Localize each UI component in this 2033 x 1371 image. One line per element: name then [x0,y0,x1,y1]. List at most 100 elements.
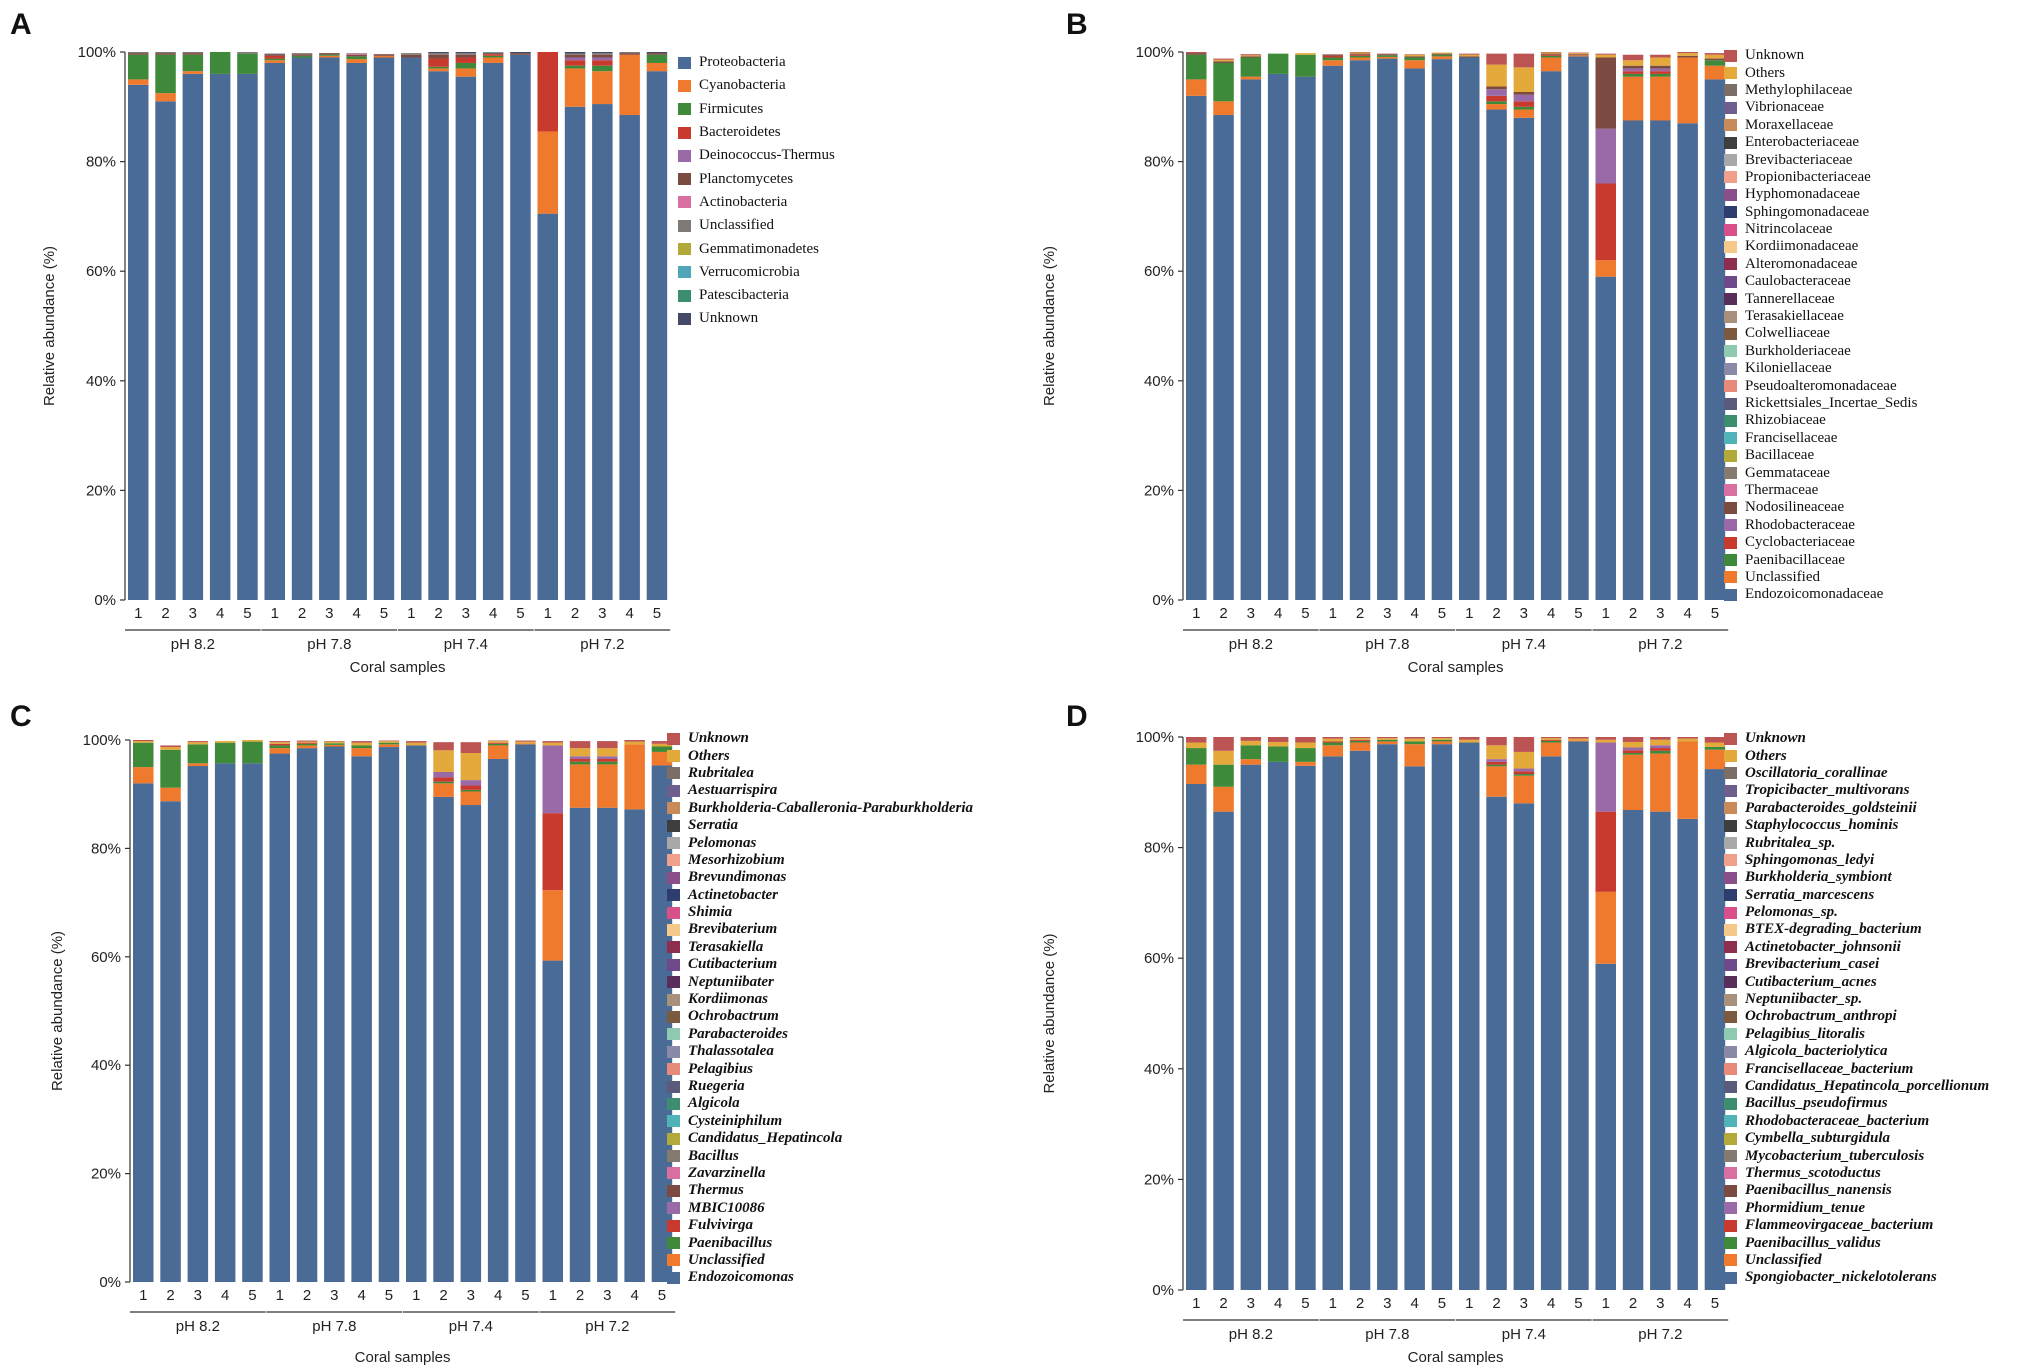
bar-segment-unknown [296,740,318,742]
legend-label: Unclassified [688,1251,765,1268]
bar-segment-unknown [1349,737,1371,739]
chart-b: 0% 20% 40% 60% 80% 100% Relative abundance (%)… [1041,44,1729,676]
legend-label: Unknown [1745,47,1805,64]
bar-segment-flammeovirgaceae-bacterium [1513,771,1535,775]
legend-label: Rhodobacteraceae [1745,516,1855,533]
legend-label: Francisellaceae_bacterium [1745,1060,1914,1077]
group-label: pH 7.8 [307,636,351,653]
x-sample-label: 1 [1192,1295,1200,1312]
bar-segment-proteobacteria [646,71,668,601]
legend-swatch [667,854,680,867]
bar-segment-paenibacillaceae [1513,106,1535,110]
legend-swatch [1724,750,1737,763]
legend-label: Vibrionaceae [1745,99,1825,116]
y-axis-title-c: Relative abundance (%) [49,931,66,1091]
bar-segment-endozoicomonas [296,748,318,1282]
bar-segment-unclassified [619,52,640,54]
group-label: pH 8.2 [1229,1326,1273,1343]
bar-segment-cyanobacteria [564,68,586,107]
bar-segment-others [1240,55,1262,57]
bar-segment-endozoicomonadaceae [1540,71,1562,601]
bar-segment-proteobacteria [401,57,422,601]
legend-item: Cutibacterium [667,956,973,973]
legend-label: Unknown [699,310,759,327]
legend-item: Brevibacteriaceae [1724,151,1917,168]
bar-segment-spongiobacter-nickelotolerans [1677,818,1698,1290]
bar-segment-others [1595,739,1616,743]
legend-label: Sphingomonadaceae [1745,203,1870,220]
legend-item: Verrucomicrobia [678,261,835,284]
x-sample-label: 5 [248,1287,256,1304]
bar-segment-nodosilineaceae [1704,58,1726,61]
legend-item: Kordiimonadaceae [1724,238,1917,255]
legend-label: Mesorhizobium [688,851,785,868]
bar-segment-spongiobacter-nickelotolerans [1240,764,1262,1290]
legend-swatch [667,941,680,954]
bar-segment-firmicutes [237,53,258,74]
bar-segment-paenibacillus [460,789,482,792]
legend-label: Tropicibacter_multivorans [1745,782,1910,799]
legend-label: Hyphomonadaceae [1745,186,1860,203]
x-sample-label: 4 [625,605,633,622]
legend-swatch [1724,414,1737,427]
bar-segment-spongiobacter-nickelotolerans [1267,761,1289,1290]
bar-segment-cyclobacteriaceae [1322,55,1343,58]
legend-item: Ochrobactrum_anthropi [1724,1008,1989,1025]
bar-segment-others [1513,751,1535,769]
legend-swatch [1724,484,1737,497]
legend-swatch [667,871,680,884]
bar-segment-paenibacillus [214,742,236,764]
legend-item: Paenibacillaceae [1724,551,1917,568]
legend-swatch [1724,906,1737,919]
legend-label: Bacillaceae [1745,447,1815,464]
bar-segment-endozoicomonas [351,756,372,1282]
legend-label: Pelagibius_litoralis [1745,1025,1866,1042]
bar-segment-cyclobacteriaceae [1349,54,1371,56]
legend-item: Brevibaterium [667,921,973,938]
bar-segment-others [1486,745,1507,760]
bar-segment-others [1513,67,1535,93]
legend-label: Zavarzinella [688,1164,766,1181]
x-sample-label: 2 [1629,1295,1637,1312]
y-tick-label: 20% [86,482,116,499]
group-label: pH 7.2 [580,636,624,653]
legend-label: Thermus_scotoductus [1745,1164,1881,1181]
legend-swatch [1724,802,1737,815]
bar-segment-spongiobacter-nickelotolerans [1595,963,1616,1290]
bar-segment-unknown [1377,53,1398,55]
legend-swatch [667,784,680,797]
bar-segment-unclassified [1186,79,1207,96]
x-sample-label: 4 [1274,605,1282,622]
bar-segment-paenibacillaceae [1704,60,1726,66]
legend-item: Deinococcus-Thermus [678,144,835,167]
bar-segment-paenibacillus-validus [1349,740,1371,743]
legend-label: Others [1745,64,1785,81]
legend-label: Thermus [688,1182,744,1199]
bar-segment-planctomycetes [564,54,586,58]
x-sample-label: 1 [1192,605,1200,622]
legend-swatch [1724,67,1737,80]
x-sample-label: 3 [1247,1295,1255,1312]
bar-segment-spongiobacter-nickelotolerans [1186,784,1207,1290]
legend-swatch [1724,258,1737,271]
x-sample-label: 1 [544,605,552,622]
legend-swatch [667,1167,680,1180]
legend-swatch [1724,767,1737,780]
bar-segment-others [1431,52,1453,54]
legend-item: Paenibacillus [667,1234,973,1251]
bar-segment-cyanobacteria [182,71,204,74]
x-sample-label: 5 [1438,1295,1446,1312]
legend-item: Vibrionaceae [1724,99,1917,116]
x-sample-label: 4 [357,1287,365,1304]
bar-segment-unclassified [1213,101,1234,116]
bar-segment-endozoicomonas [569,807,591,1282]
x-sample-label: 2 [434,605,442,622]
legend-swatch [1724,1132,1737,1145]
bar-segment-others [1677,738,1698,742]
bar-segment-spongiobacter-nickelotolerans [1459,742,1480,1290]
legend-swatch [667,1254,680,1267]
x-sample-label: 2 [1219,605,1227,622]
bar-segment-planctomycetes [592,54,613,58]
legend-swatch [678,243,691,256]
bar-segment-others [296,741,318,743]
